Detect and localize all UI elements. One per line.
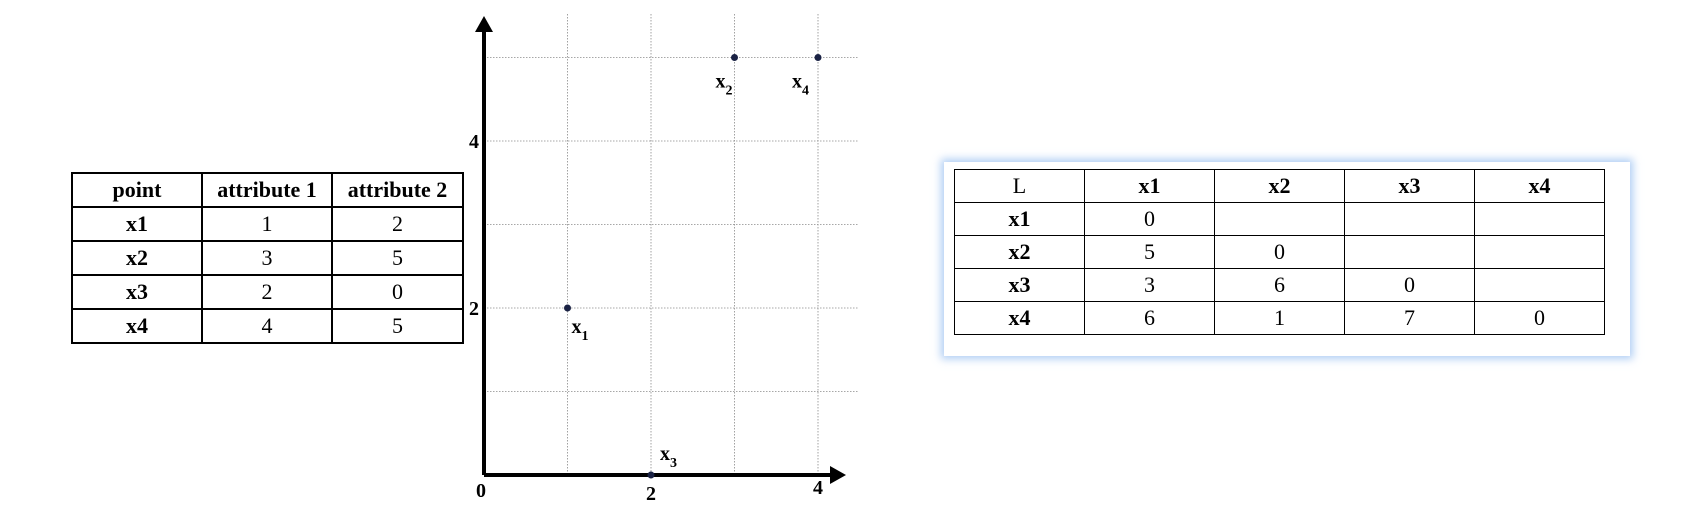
table-cell: 6 (1084, 301, 1215, 335)
plot-tick-labels: 0 2 4 2 4 (469, 131, 823, 505)
table-cell: 2 (201, 274, 333, 310)
row-label: x2 (71, 240, 203, 276)
table-cell: 6 (1214, 268, 1345, 302)
row-label: x2 (954, 235, 1085, 269)
plot-axes (475, 16, 846, 484)
data-point (814, 54, 822, 61)
table-cell: 3 (1084, 268, 1215, 302)
y-tick-label: 2 (469, 298, 479, 320)
x-tick-label: 4 (813, 477, 823, 499)
table-row: x3 3 6 0 (954, 268, 1605, 302)
table-row: x2 5 0 (954, 235, 1605, 269)
table-cell (1214, 202, 1345, 236)
distance-table: L x1 x2 x3 x4 x1 0 x2 5 0 x3 (954, 169, 1605, 335)
table-cell: 0 (1344, 268, 1475, 302)
table-cell: 0 (1474, 301, 1605, 335)
table-cell: 0 (1084, 202, 1215, 236)
table-row: x4 6 1 7 0 (954, 301, 1605, 335)
header-cell: point (71, 172, 203, 208)
distance-table-header: L x1 x2 x3 x4 (954, 169, 1605, 203)
plot-grid (484, 14, 858, 475)
row-label: x1 (71, 206, 203, 242)
table-cell: 5 (331, 308, 464, 344)
x-tick-label: 2 (646, 483, 656, 505)
row-label: x3 (954, 268, 1085, 302)
table-cell (1344, 202, 1475, 236)
table-cell: 5 (331, 240, 464, 276)
header-cell: x4 (1474, 169, 1605, 203)
header-cell: x3 (1344, 169, 1475, 203)
table-cell: 3 (201, 240, 333, 276)
table-cell: 0 (331, 274, 464, 310)
plot-points: x1 x2 x3 x4 (564, 54, 822, 479)
attribute-table: point attribute 1 attribute 2 x1 1 2 x2 … (71, 172, 464, 344)
row-label: x4 (71, 308, 203, 344)
row-label: x4 (954, 301, 1085, 335)
header-cell: x1 (1084, 169, 1215, 203)
table-cell: 5 (1084, 235, 1215, 269)
table-row: x1 0 (954, 202, 1605, 236)
row-label: x1 (954, 202, 1085, 236)
point-label: x2 (716, 71, 733, 99)
header-cell: L (954, 169, 1085, 203)
y-tick-label: 4 (469, 131, 479, 153)
table-row: x1 1 2 (71, 206, 464, 242)
row-label: x3 (71, 274, 203, 310)
data-point (731, 54, 738, 61)
header-cell: x2 (1214, 169, 1345, 203)
table-cell: 2 (331, 206, 464, 242)
table-cell: 4 (201, 308, 333, 344)
table-row: x2 3 5 (71, 240, 464, 276)
table-cell: 1 (1214, 301, 1345, 335)
table-cell: 0 (1214, 235, 1345, 269)
x-axis-arrow (830, 466, 846, 484)
table-cell (1474, 235, 1605, 269)
table-cell: 1 (201, 206, 333, 242)
attribute-table-header: point attribute 1 attribute 2 (71, 172, 464, 208)
header-cell: attribute 1 (201, 172, 333, 208)
table-row: x4 4 5 (71, 308, 464, 344)
table-cell (1474, 202, 1605, 236)
point-label: x1 (572, 316, 589, 344)
table-row: x3 2 0 (71, 274, 464, 310)
x-tick-label: 0 (476, 480, 486, 502)
distance-table-panel: L x1 x2 x3 x4 x1 0 x2 5 0 x3 (944, 162, 1630, 356)
y-axis-arrow (475, 16, 493, 32)
header-cell: attribute 2 (331, 172, 464, 208)
table-cell (1474, 268, 1605, 302)
point-label: x4 (792, 71, 809, 99)
data-point (564, 304, 571, 312)
table-cell (1344, 235, 1475, 269)
data-point (647, 471, 655, 479)
point-label: x3 (660, 443, 677, 471)
table-cell: 7 (1344, 301, 1475, 335)
